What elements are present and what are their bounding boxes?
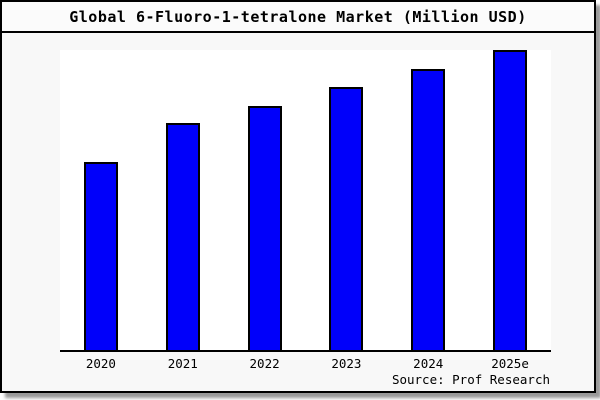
x-tick-label: 2021 bbox=[167, 356, 198, 371]
bar-2025e bbox=[493, 50, 527, 350]
x-tick-label: 2023 bbox=[331, 356, 362, 371]
bar-2023 bbox=[329, 87, 363, 350]
x-tick-label: 2024 bbox=[413, 356, 444, 371]
bar-2020 bbox=[84, 162, 118, 350]
chart-title: Global 6-Fluoro-1-tetralone Market (Mill… bbox=[2, 2, 594, 33]
x-tick-label: 2025e bbox=[491, 356, 529, 371]
bar-2022 bbox=[248, 106, 282, 350]
bar-2021 bbox=[166, 123, 200, 350]
x-tick-label: 2022 bbox=[249, 356, 280, 371]
source-credit: Source: Prof Research bbox=[391, 372, 550, 387]
x-axis-tick-labels: 2020 2021 2022 2023 2024 2025e bbox=[60, 356, 551, 371]
bar-2024 bbox=[411, 69, 445, 350]
chart-figure: Global 6-Fluoro-1-tetralone Market (Mill… bbox=[0, 0, 596, 393]
x-tick-label: 2020 bbox=[85, 356, 116, 371]
plot-area bbox=[60, 50, 551, 352]
